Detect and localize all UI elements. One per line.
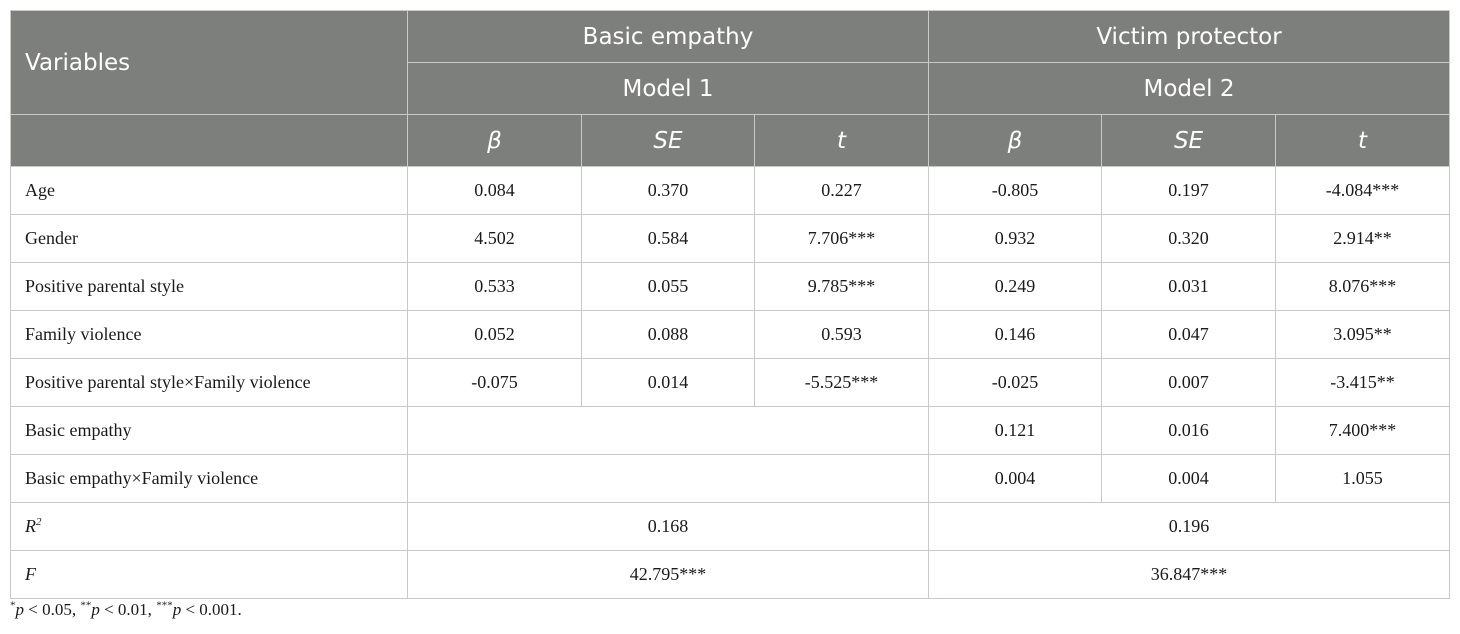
m2-se-cell: 0.031 <box>1101 262 1277 311</box>
m2-beta-cell: -0.805 <box>928 166 1103 215</box>
row-label: Positive parental style <box>10 262 408 311</box>
m2-se-cell: 0.007 <box>1101 358 1277 407</box>
m2-beta-cell: 0.932 <box>928 214 1103 263</box>
m1-se-cell: 0.055 <box>581 262 755 311</box>
m2-beta-cell: 0.146 <box>928 310 1103 359</box>
m2-se-cell: 0.047 <box>1101 310 1277 359</box>
footnote-star-1: * <box>10 599 16 612</box>
m2-se-cell: 0.016 <box>1101 406 1277 455</box>
m2-beta-cell: 0.249 <box>928 262 1103 311</box>
m1-t-cell: 7.706*** <box>753 214 930 263</box>
m2-t-cell: 1.055 <box>1275 454 1451 503</box>
model2-header: Model 2 <box>928 62 1451 115</box>
footnote-star-3: *** <box>156 599 173 612</box>
table-row: Family violence 0.052 0.088 0.593 0.146 … <box>10 310 1451 359</box>
m1-se-cell: 0.014 <box>581 358 755 407</box>
m1-r-squared-cell: 0.168 <box>406 502 930 551</box>
m2-se-cell: 0.197 <box>1101 166 1277 215</box>
footnote-p-1: p <box>15 600 25 619</box>
table-row: Age 0.084 0.370 0.227 -0.805 0.197 -4.08… <box>10 166 1451 215</box>
footnote-text-1: < 0.05, <box>24 600 81 619</box>
row-label: Basic empathy <box>10 406 408 455</box>
m1-empty-cell <box>406 454 930 503</box>
m2-beta-cell: 0.121 <box>928 406 1103 455</box>
m1-t-cell: 9.785*** <box>753 262 930 311</box>
m2-t-cell: 2.914** <box>1275 214 1451 263</box>
m2-se-cell: 0.004 <box>1101 454 1277 503</box>
r-squared-letter: R <box>25 516 36 536</box>
footnote-p-3: p <box>172 600 182 619</box>
outcome-basic-empathy-header: Basic empathy <box>406 10 930 63</box>
regression-table: Variables Basic empathy Victim protector… <box>10 10 1451 599</box>
table-row: Gender 4.502 0.584 7.706*** 0.932 0.320 … <box>10 214 1451 263</box>
t-header-m2: t <box>1275 114 1451 167</box>
model1-header: Model 1 <box>406 62 930 115</box>
m1-beta-cell: 0.533 <box>407 262 582 311</box>
outcome-victim-protector-header: Victim protector <box>928 10 1451 63</box>
m1-se-cell: 0.584 <box>581 214 755 263</box>
se-header-m1: SE <box>581 114 755 167</box>
m2-t-cell: -4.084*** <box>1275 166 1451 215</box>
table-row: Basic empathy 0.121 0.016 7.400*** <box>10 406 1451 455</box>
m2-t-cell: -3.415** <box>1275 358 1451 407</box>
row-label: Positive parental style×Family violence <box>10 358 408 407</box>
m1-beta-cell: 0.052 <box>407 310 582 359</box>
m1-se-cell: 0.370 <box>581 166 755 215</box>
se-header-m2: SE <box>1101 114 1277 167</box>
m1-t-cell: -5.525*** <box>753 358 930 407</box>
m1-f-stat-cell: 42.795*** <box>406 550 930 599</box>
beta-header-m2: β <box>928 114 1103 167</box>
m1-empty-cell <box>406 406 930 455</box>
table-row: Basic empathy×Family violence 0.004 0.00… <box>10 454 1451 503</box>
m2-t-cell: 3.095** <box>1275 310 1451 359</box>
r-squared-label: R2 <box>10 502 408 551</box>
m1-beta-cell: -0.075 <box>407 358 582 407</box>
t-header-m1: t <box>753 114 930 167</box>
significance-footnote: *p < 0.05, **p < 0.01, ***p < 0.001. <box>10 600 242 620</box>
r-squared-exponent: 2 <box>36 516 42 528</box>
footnote-star-2: ** <box>80 599 92 612</box>
row-label: Basic empathy×Family violence <box>10 454 408 503</box>
m2-beta-cell: -0.025 <box>928 358 1103 407</box>
m2-t-cell: 8.076*** <box>1275 262 1451 311</box>
row-label: Age <box>10 166 408 215</box>
r-squared-row: R2 0.168 0.196 <box>10 502 1451 551</box>
f-stat-row: F 42.795*** 36.847*** <box>10 550 1451 599</box>
m1-t-cell: 0.227 <box>753 166 930 215</box>
m1-t-cell: 0.593 <box>753 310 930 359</box>
footnote-p-2: p <box>91 600 100 619</box>
m2-f-stat-cell: 36.847*** <box>928 550 1451 599</box>
f-stat-label: F <box>10 550 408 599</box>
row-label: Family violence <box>10 310 408 359</box>
beta-header-m1: β <box>407 114 582 167</box>
m1-beta-cell: 0.084 <box>407 166 582 215</box>
m1-beta-cell: 4.502 <box>407 214 582 263</box>
table-row: Positive parental style×Family violence … <box>10 358 1451 407</box>
m1-se-cell: 0.088 <box>581 310 755 359</box>
row-label: Gender <box>10 214 408 263</box>
variables-header: Variables <box>10 10 408 115</box>
m2-r-squared-cell: 0.196 <box>928 502 1451 551</box>
footnote-text-2: < 0.01, <box>99 600 157 619</box>
m2-se-cell: 0.320 <box>1101 214 1277 263</box>
m2-beta-cell: 0.004 <box>928 454 1103 503</box>
m2-t-cell: 7.400*** <box>1275 406 1451 455</box>
footnote-text-3: < 0.001. <box>181 600 242 619</box>
empty-header-cell <box>10 114 408 167</box>
table-row: Positive parental style 0.533 0.055 9.78… <box>10 262 1451 311</box>
